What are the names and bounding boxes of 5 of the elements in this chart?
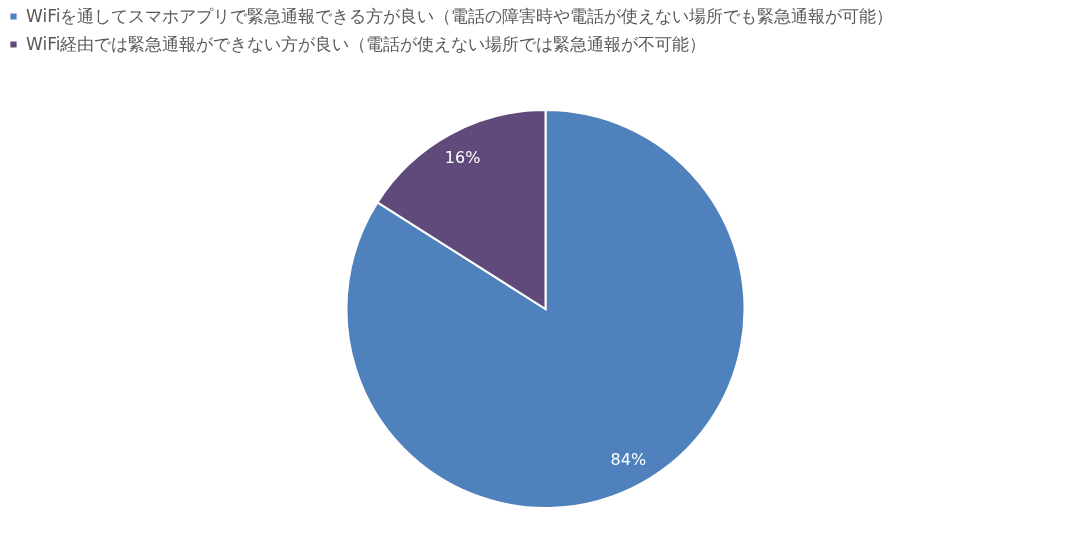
legend-label: WiFiを通してスマホアプリで緊急通報できる方が良い（電話の障害時や電話が使えない場所でも緊急通報が可能）: [26, 5, 894, 26]
data-label: 16%: [444, 148, 481, 168]
legend-label: WiFi経由では緊急通報ができない方が良い（電話が使えない場所では緊急通報が不可能）: [26, 33, 707, 54]
pie-slice: [345, 109, 746, 509]
data-label: 84%: [610, 449, 647, 469]
